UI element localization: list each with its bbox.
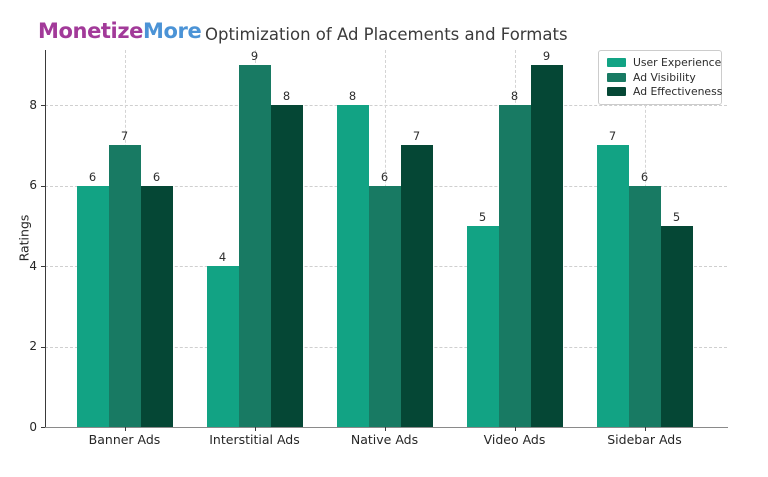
bar-value-label: 5 <box>478 209 487 224</box>
bar-ad-effectiveness <box>400 145 433 427</box>
bar-ad-visibility <box>628 185 661 427</box>
y-tick-mark <box>41 266 45 267</box>
chart-title: Optimization of Ad Placements and Format… <box>205 25 568 44</box>
x-tick-mark <box>124 427 126 431</box>
legend-item: Ad Effectiveness <box>607 85 722 98</box>
bar-value-label: 9 <box>542 48 551 63</box>
bar-value-label: 7 <box>120 129 129 144</box>
bar-value-label: 6 <box>152 169 161 184</box>
y-axis-line <box>45 50 46 427</box>
legend-item: Ad Visibility <box>607 70 713 84</box>
bar-value-label: 5 <box>672 209 681 224</box>
bar-value-label: 7 <box>608 129 617 144</box>
legend-swatch-ad-visibility <box>607 72 626 82</box>
y-tick-label: 8 <box>29 97 37 112</box>
bar-value-label: 4 <box>218 250 227 264</box>
x-tick-label: Video Ads <box>483 432 546 447</box>
y-tick-mark <box>41 185 45 187</box>
x-tick-label: Banner Ads <box>88 432 161 447</box>
bar-user-experience <box>466 225 499 427</box>
legend-item: User Experience <box>607 56 721 69</box>
bar-value-label: 6 <box>640 169 649 184</box>
bar-ad-effectiveness <box>140 185 173 427</box>
x-tick-mark <box>514 427 516 431</box>
bar-user-experience <box>206 266 239 427</box>
legend-swatch-ad-effectiveness <box>607 87 626 97</box>
y-tick-label: 6 <box>29 178 37 192</box>
y-tick-label: 0 <box>29 419 37 434</box>
legend-label: User Experience <box>633 56 722 70</box>
x-tick-mark <box>644 427 646 431</box>
bar-user-experience <box>596 145 629 427</box>
bar-ad-effectiveness <box>530 64 563 427</box>
bar-ad-effectiveness <box>270 105 303 427</box>
x-tick-label: Sidebar Ads <box>607 432 682 447</box>
y-tick-mark <box>41 105 45 106</box>
x-tick-label: Interstitial Ads <box>209 432 300 447</box>
h-gridline <box>45 105 727 106</box>
bar-user-experience <box>336 105 369 427</box>
x-tick-label: Native Ads <box>350 432 419 447</box>
bar-value-label: 8 <box>282 89 291 103</box>
legend-label: Ad Effectiveness <box>633 85 723 99</box>
bar-value-label: 7 <box>412 129 421 144</box>
legend: User Experience Ad Visibility Ad Effective… <box>598 50 722 105</box>
bar-value-label: 6 <box>88 169 97 184</box>
bar-ad-visibility <box>498 105 531 427</box>
logo-text-secondary: More <box>143 19 202 43</box>
x-tick-mark <box>254 427 256 431</box>
bar-value-label: 8 <box>348 89 357 103</box>
bar-value-label: 6 <box>380 169 389 184</box>
bar-ad-visibility <box>108 145 141 427</box>
y-tick-mark <box>41 427 45 428</box>
bar-ad-effectiveness <box>660 225 693 427</box>
bar-ad-visibility <box>368 185 401 427</box>
bar-value-label: 8 <box>510 89 519 103</box>
y-tick-mark <box>41 346 45 348</box>
y-tick-label: 4 <box>29 258 37 273</box>
monetizemore-logo: MonetizeMore <box>38 19 202 43</box>
y-axis-label: Ratings <box>16 214 32 262</box>
y-tick-label: 2 <box>29 339 37 353</box>
logo-text-primary: Monetize <box>38 19 144 43</box>
bar-value-label: 9 <box>250 48 259 63</box>
legend-swatch-user-experience <box>607 58 626 68</box>
legend-label: Ad Visibility <box>633 70 696 84</box>
bar-ad-visibility <box>238 64 271 427</box>
x-axis-line <box>45 427 728 428</box>
x-tick-mark <box>384 427 386 431</box>
bar-user-experience <box>76 185 109 427</box>
